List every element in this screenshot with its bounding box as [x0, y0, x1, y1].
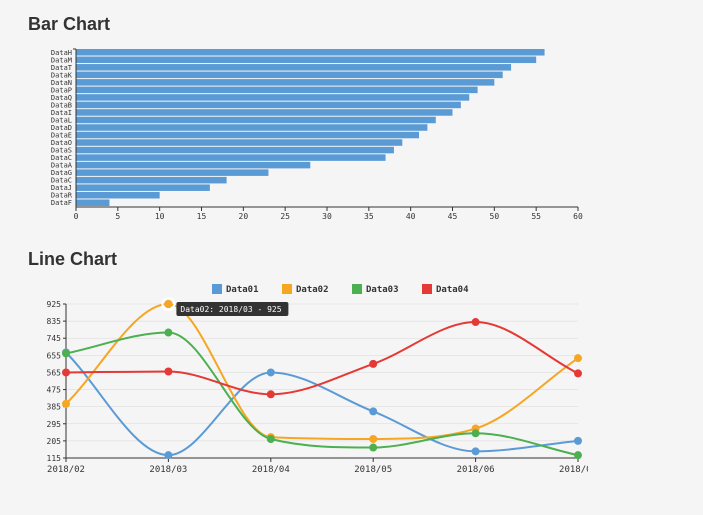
bar[interactable]: [76, 199, 109, 206]
legend-swatch[interactable]: [422, 284, 432, 294]
bar[interactable]: [76, 192, 160, 199]
bar-xtick-label: 40: [406, 212, 416, 221]
bar-xtick-label: 45: [448, 212, 458, 221]
line-ytick-label: 295: [47, 420, 62, 429]
line-marker[interactable]: [369, 444, 377, 452]
line-ytick-label: 745: [47, 334, 62, 343]
line-ytick-label: 205: [47, 437, 62, 446]
bar[interactable]: [76, 124, 427, 131]
bar[interactable]: [76, 177, 227, 184]
line-marker[interactable]: [267, 435, 275, 443]
bar-xtick-label: 5: [115, 212, 120, 221]
bar[interactable]: [76, 169, 268, 176]
bar-xtick-label: 0: [74, 212, 79, 221]
line-marker[interactable]: [472, 447, 480, 455]
bar[interactable]: [76, 109, 453, 116]
line-xtick-label: 2018/03: [149, 465, 187, 475]
line-marker[interactable]: [164, 329, 172, 337]
bar-category-label: DataF: [51, 199, 72, 207]
line-marker[interactable]: [574, 354, 582, 362]
bar[interactable]: [76, 64, 511, 71]
line-ytick-label: 565: [47, 368, 62, 377]
line-ytick-label: 115: [47, 454, 62, 463]
line-xtick-label: 2018/05: [354, 465, 392, 475]
line-ytick-label: 835: [47, 317, 62, 326]
line-series[interactable]: [66, 333, 578, 456]
line-ytick-label: 385: [47, 403, 62, 412]
bar[interactable]: [76, 147, 394, 154]
line-marker[interactable]: [574, 369, 582, 377]
line-marker[interactable]: [267, 368, 275, 376]
line-ytick-label: 655: [47, 351, 62, 360]
line-series[interactable]: [66, 322, 578, 394]
line-marker[interactable]: [369, 407, 377, 415]
bar-xtick-label: 35: [364, 212, 374, 221]
bar[interactable]: [76, 94, 469, 101]
bar-xtick-label: 60: [573, 212, 583, 221]
legend-label[interactable]: Data03: [366, 285, 399, 295]
bar[interactable]: [76, 87, 478, 94]
bar[interactable]: [76, 72, 503, 79]
line-ytick-label: 925: [47, 300, 62, 309]
bar[interactable]: [76, 154, 386, 161]
line-marker[interactable]: [164, 451, 172, 459]
legend-swatch[interactable]: [282, 284, 292, 294]
bar[interactable]: [76, 162, 310, 169]
line-ytick-label: 475: [47, 386, 62, 395]
legend-label[interactable]: Data02: [296, 285, 329, 295]
bar[interactable]: [76, 139, 402, 146]
line-xtick-label: 2018/02: [47, 465, 85, 475]
legend-label[interactable]: Data04: [436, 285, 469, 295]
bar-xtick-label: 25: [280, 212, 290, 221]
bar-xtick-label: 15: [197, 212, 207, 221]
line-marker[interactable]: [369, 435, 377, 443]
bar-xtick-label: 20: [239, 212, 249, 221]
legend-swatch[interactable]: [352, 284, 362, 294]
line-series[interactable]: [66, 352, 578, 455]
line-chart: Data01 Data02 Data03 Data04 115 205 295 385 475 5…: [28, 280, 675, 480]
line-tooltip-text: Data02: 2018/03 - 925: [180, 305, 281, 314]
line-marker[interactable]: [62, 400, 70, 408]
line-chart-title: Line Chart: [28, 249, 675, 270]
bar-xtick-label: 30: [322, 212, 332, 221]
line-xtick-label: 2018/07: [559, 465, 588, 475]
line-marker[interactable]: [574, 437, 582, 445]
bar[interactable]: [76, 57, 536, 64]
bar-chart: DataHDataMDataTDataKDataNDataPDataQDataB…: [28, 45, 675, 225]
line-xtick-label: 2018/06: [457, 465, 495, 475]
bar[interactable]: [76, 117, 436, 124]
bar-xtick-label: 55: [531, 212, 541, 221]
bar[interactable]: [76, 184, 210, 191]
line-marker[interactable]: [574, 451, 582, 459]
legend-label[interactable]: Data01: [226, 285, 259, 295]
bar[interactable]: [76, 102, 461, 109]
bar-chart-title: Bar Chart: [28, 14, 675, 35]
bar-xtick-label: 50: [490, 212, 500, 221]
line-marker[interactable]: [369, 360, 377, 368]
bar[interactable]: [76, 49, 545, 56]
bar[interactable]: [76, 132, 419, 139]
bar-xtick-label: 10: [155, 212, 165, 221]
line-marker[interactable]: [62, 349, 70, 357]
legend-swatch[interactable]: [212, 284, 222, 294]
bar[interactable]: [76, 79, 494, 86]
line-marker[interactable]: [62, 368, 70, 376]
line-marker[interactable]: [164, 367, 172, 375]
line-marker[interactable]: [472, 318, 480, 326]
line-xtick-label: 2018/04: [252, 465, 290, 475]
line-marker[interactable]: [472, 429, 480, 437]
line-marker[interactable]: [267, 390, 275, 398]
